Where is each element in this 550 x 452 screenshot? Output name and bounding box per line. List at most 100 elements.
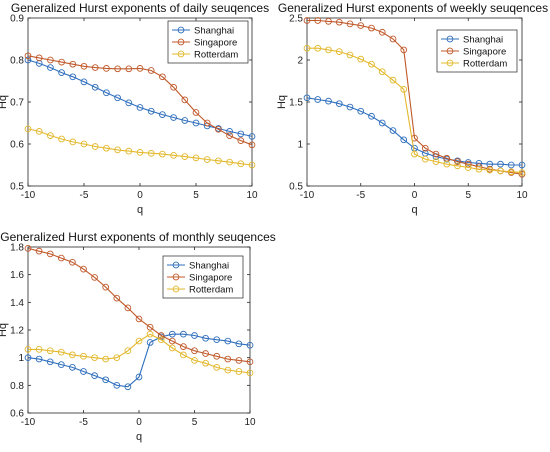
data-point-singapore — [114, 65, 121, 73]
y-tick-label: 1.2 — [10, 326, 24, 337]
x-tick-label: 5 — [193, 190, 199, 201]
data-point-shanghai — [507, 161, 515, 169]
data-point-rotterdam — [35, 128, 43, 135]
chart-weekly: Generalized Hurst exponents of weekly se… — [276, 1, 548, 216]
legend-entry-shanghai: Shanghai — [463, 34, 503, 45]
legend-entry-rotterdam: Rotterdam — [463, 58, 507, 69]
y-tick-label: 0.6 — [10, 409, 24, 420]
legend-entry-rotterdam: Rotterdam — [189, 284, 233, 295]
data-point-rotterdam — [246, 369, 254, 377]
data-point-shanghai — [246, 341, 254, 349]
x-tick-label: 0 — [136, 417, 142, 428]
data-point-shanghai — [346, 103, 354, 111]
series-line-singapore — [307, 19, 523, 175]
data-point-rotterdam — [314, 44, 322, 52]
legend-entry-singapore: Singapore — [463, 46, 506, 57]
series-line-shanghai — [306, 97, 522, 166]
data-point-singapore — [346, 20, 354, 28]
data-point-rotterdam — [124, 347, 132, 355]
x-tick-label: -5 — [356, 190, 365, 201]
data-point-singapore — [368, 24, 375, 32]
x-tick-label: 10 — [244, 417, 256, 428]
data-point-singapore — [35, 54, 43, 62]
data-point-shanghai — [46, 358, 54, 366]
data-point-singapore — [224, 355, 232, 363]
data-point-rotterdam — [224, 366, 232, 374]
data-point-shanghai — [180, 330, 187, 338]
data-point-singapore — [102, 283, 110, 291]
data-point-shanghai — [159, 111, 166, 118]
data-point-rotterdam — [69, 138, 77, 146]
data-point-singapore — [91, 64, 99, 71]
data-point-shanghai — [124, 383, 132, 391]
data-point-shanghai — [202, 334, 209, 342]
data-point-rotterdam — [91, 143, 99, 150]
y-tick-label: 0.8 — [10, 56, 24, 67]
data-point-rotterdam — [432, 158, 440, 165]
x-tick-label: -10 — [300, 190, 315, 201]
data-point-rotterdam — [135, 337, 143, 345]
data-point-singapore — [325, 18, 332, 25]
data-point-rotterdam — [180, 351, 187, 359]
data-point-singapore — [113, 294, 121, 302]
data-point-rotterdam — [400, 86, 408, 93]
data-point-singapore — [202, 350, 209, 357]
data-point-rotterdam — [454, 162, 461, 170]
legend-swatch-marker — [172, 261, 180, 269]
data-point-singapore — [180, 343, 187, 350]
data-point-shanghai — [113, 381, 121, 389]
legend-entry-rotterdam: Rotterdam — [194, 49, 238, 60]
data-point-rotterdam — [518, 169, 526, 176]
data-point-rotterdam — [35, 346, 43, 353]
x-axis-label: q — [136, 431, 142, 443]
x-axis-label: q — [411, 204, 417, 216]
data-point-singapore — [432, 150, 440, 158]
data-point-shanghai — [303, 94, 311, 102]
data-point-shanghai — [147, 107, 155, 115]
data-point-singapore — [246, 358, 254, 366]
data-point-shanghai — [57, 361, 65, 368]
data-point-singapore — [135, 315, 143, 323]
data-point-rotterdam — [213, 364, 221, 371]
data-point-rotterdam — [80, 352, 87, 360]
data-point-rotterdam — [125, 147, 133, 155]
legend-swatch-marker — [177, 38, 185, 46]
series-line-singapore — [27, 55, 253, 146]
data-point-singapore — [378, 28, 386, 36]
x-tick-label: 0 — [412, 190, 418, 201]
data-point-singapore — [24, 245, 32, 252]
data-point-singapore — [248, 141, 256, 149]
x-tick-label: 10 — [516, 190, 528, 201]
data-point-singapore — [237, 137, 245, 144]
data-point-shanghai — [181, 117, 189, 124]
data-point-shanghai — [235, 340, 243, 348]
data-point-rotterdam — [237, 160, 245, 168]
data-point-shanghai — [69, 364, 76, 371]
y-tick-label: 1.4 — [10, 298, 24, 309]
y-tick-label: 0.5 — [289, 182, 303, 193]
data-point-rotterdam — [248, 161, 256, 169]
legend-swatch-marker — [172, 285, 180, 293]
data-point-rotterdam — [389, 76, 397, 84]
y-tick-label: 0.7 — [10, 98, 24, 109]
data-point-shanghai — [389, 127, 397, 134]
data-point-shanghai — [226, 128, 233, 135]
legend-swatch-marker — [177, 50, 185, 58]
data-point-rotterdam — [168, 344, 176, 352]
data-point-shanghai — [91, 83, 99, 91]
y-axis-label: Hq — [0, 323, 9, 337]
data-point-singapore — [47, 56, 54, 64]
data-point-singapore — [181, 96, 189, 104]
data-point-rotterdam — [378, 68, 386, 76]
y-axis-label: Hq — [0, 95, 9, 109]
data-point-rotterdam — [181, 153, 189, 160]
data-point-shanghai — [378, 119, 386, 127]
data-point-singapore — [226, 132, 233, 139]
y-axis-label: Hq — [276, 95, 288, 109]
data-point-singapore — [46, 250, 54, 258]
data-point-singapore — [24, 52, 32, 60]
data-point-rotterdam — [69, 351, 76, 359]
x-tick-label: 5 — [465, 190, 471, 201]
data-point-shanghai — [213, 336, 221, 344]
